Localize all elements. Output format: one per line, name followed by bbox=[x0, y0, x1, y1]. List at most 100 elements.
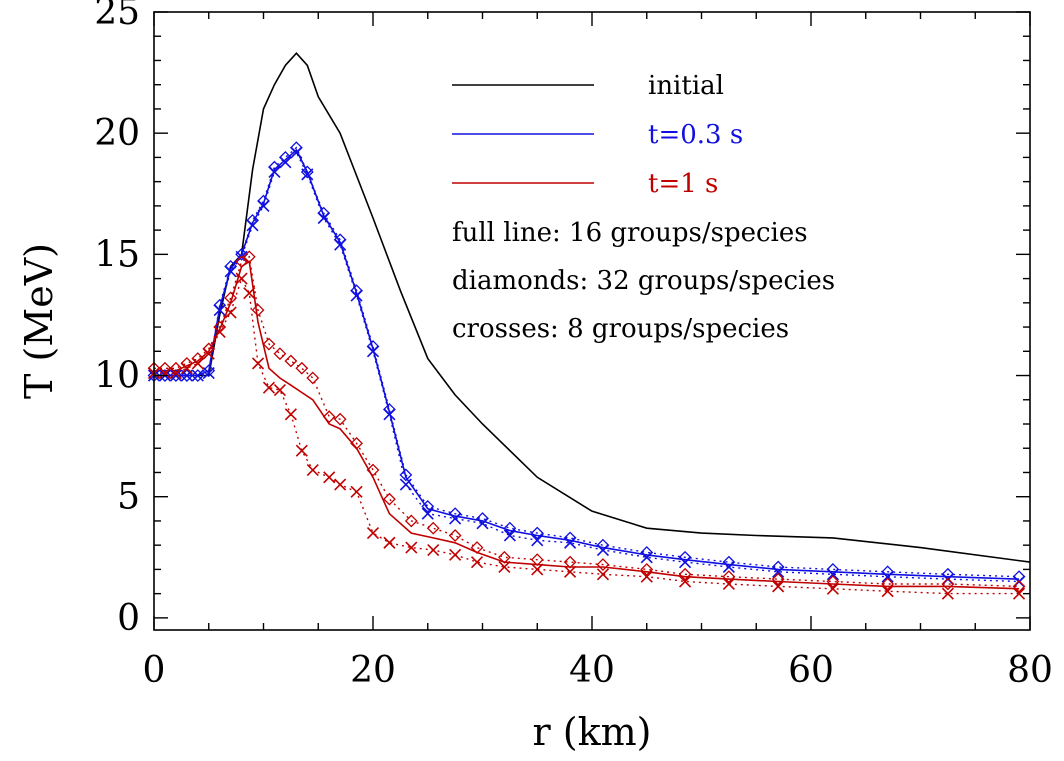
cross-marker bbox=[722, 560, 735, 574]
diamond-marker bbox=[881, 577, 895, 591]
cross-marker bbox=[180, 362, 193, 375]
cross-marker bbox=[564, 565, 577, 578]
cross-marker bbox=[284, 408, 297, 421]
diamond-marker bbox=[503, 521, 517, 535]
cross-marker bbox=[158, 367, 172, 380]
cross-marker bbox=[306, 463, 319, 477]
cross-marker bbox=[295, 444, 308, 457]
y-tick-label: 25 bbox=[94, 0, 140, 33]
y-tick-label: 5 bbox=[117, 477, 140, 518]
legend-notes: full line: 16 groups/species diamonds: 32… bbox=[452, 218, 835, 344]
cross-marker bbox=[881, 570, 894, 583]
series-2 bbox=[154, 260, 1020, 590]
cross-marker bbox=[476, 517, 489, 530]
cross-marker bbox=[405, 541, 418, 554]
cross-marker bbox=[191, 357, 204, 370]
cross-marker bbox=[235, 272, 248, 285]
legend-note: crosses: 8 groups/species bbox=[452, 314, 789, 344]
y-axis-title: T (MeV) bbox=[17, 243, 61, 399]
cross-marker bbox=[262, 381, 276, 394]
cross-marker bbox=[1012, 587, 1026, 600]
cross-marker bbox=[941, 587, 954, 600]
series-line bbox=[154, 151, 1020, 583]
cross-marker bbox=[246, 219, 259, 232]
cross-marker bbox=[290, 146, 303, 159]
diamond-marker bbox=[366, 463, 380, 477]
cross-marker bbox=[224, 265, 237, 278]
diamond-marker bbox=[771, 572, 785, 586]
legend: initial t=0.3 s t=1 s bbox=[452, 71, 743, 199]
cross-marker bbox=[383, 536, 396, 549]
cross-marker bbox=[679, 556, 692, 569]
diamond-marker bbox=[497, 550, 511, 564]
cross-marker bbox=[383, 408, 396, 421]
series-line bbox=[154, 146, 1020, 578]
series-1 bbox=[154, 148, 1020, 580]
legend-note: diamonds: 32 groups/species bbox=[452, 266, 835, 296]
cross-marker bbox=[334, 478, 347, 491]
legend-label: t=1 s bbox=[648, 169, 718, 199]
cross-marker bbox=[427, 543, 440, 557]
y-tick-label: 10 bbox=[94, 356, 140, 397]
diamond-marker bbox=[826, 575, 840, 588]
cross-marker bbox=[273, 384, 286, 397]
diamond-marker bbox=[251, 303, 265, 317]
x-axis-title: r (km) bbox=[533, 710, 652, 754]
legend-entry: t=0.3 s bbox=[452, 120, 743, 150]
x-tick-label: 20 bbox=[350, 650, 396, 691]
diamond-marker bbox=[678, 567, 692, 581]
y-tick-label: 15 bbox=[94, 234, 140, 275]
series-4 bbox=[147, 146, 1026, 588]
diamond-marker bbox=[421, 499, 435, 513]
cross-marker bbox=[350, 485, 363, 498]
cross-marker bbox=[826, 568, 839, 581]
diamond-marker bbox=[448, 529, 462, 542]
legend-label: t=0.3 s bbox=[648, 120, 743, 150]
cross-marker bbox=[596, 543, 610, 557]
cross-marker bbox=[323, 471, 336, 484]
cross-marker bbox=[213, 304, 226, 317]
cross-marker bbox=[449, 512, 462, 525]
diamond-marker bbox=[596, 558, 610, 571]
cross-marker bbox=[596, 568, 610, 581]
cross-marker bbox=[350, 289, 363, 302]
y-tick-label: 0 bbox=[117, 598, 140, 639]
diamond-marker bbox=[273, 347, 287, 361]
series-line bbox=[154, 255, 1020, 588]
diamond-marker bbox=[306, 371, 320, 385]
diamond-marker bbox=[530, 526, 544, 540]
diamond-marker bbox=[563, 555, 577, 569]
diamond-marker bbox=[295, 361, 309, 375]
cross-marker bbox=[366, 526, 380, 540]
diamond-marker bbox=[262, 337, 276, 351]
diamond-marker bbox=[333, 412, 347, 426]
diamond-marker bbox=[426, 521, 440, 535]
cross-marker bbox=[564, 536, 577, 549]
diamond-marker bbox=[284, 354, 298, 368]
diamond-marker bbox=[530, 553, 544, 567]
cross-marker bbox=[279, 156, 292, 169]
diamond-marker bbox=[404, 514, 418, 528]
ticks-layer: 0 20 40 60 80 0 5 10 15 20 25 bbox=[94, 0, 1053, 691]
diamond-marker bbox=[470, 541, 484, 555]
diamond-marker bbox=[350, 436, 363, 450]
cross-marker bbox=[251, 357, 265, 370]
diamond-marker bbox=[941, 577, 955, 591]
diamond-marker bbox=[640, 562, 654, 576]
cross-marker bbox=[301, 168, 314, 181]
cross-marker bbox=[317, 211, 330, 225]
cross-marker bbox=[224, 306, 237, 319]
legend-note: full line: 16 groups/species bbox=[452, 218, 808, 248]
series-line bbox=[154, 52, 1031, 563]
cross-marker bbox=[213, 325, 226, 338]
legend-label: initial bbox=[648, 71, 724, 101]
cross-marker bbox=[421, 507, 434, 520]
cross-marker bbox=[679, 575, 692, 588]
cross-marker bbox=[366, 345, 380, 358]
cross-marker bbox=[722, 577, 735, 591]
legend-entry: t=1 s bbox=[452, 169, 718, 199]
diamond-marker bbox=[191, 369, 205, 382]
diamond-marker bbox=[399, 468, 413, 482]
cross-marker bbox=[531, 563, 544, 576]
cross-marker bbox=[772, 580, 785, 593]
